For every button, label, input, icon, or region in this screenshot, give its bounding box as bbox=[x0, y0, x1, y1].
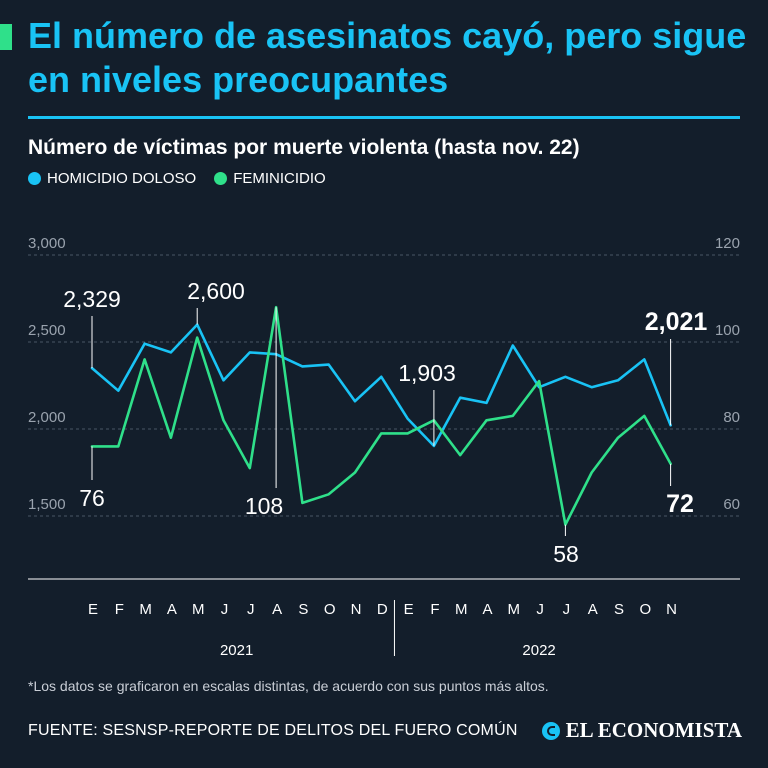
x-tick-label: A bbox=[167, 601, 177, 618]
x-tick-label: M bbox=[508, 601, 521, 618]
y-left-tick-label: 2,500 bbox=[28, 322, 66, 339]
year-label: 2022 bbox=[522, 642, 555, 659]
x-tick-label: O bbox=[639, 601, 651, 618]
data-label: 2,600 bbox=[187, 278, 245, 304]
x-tick-label: M bbox=[139, 601, 152, 618]
title-divider bbox=[28, 116, 740, 119]
y-right-tick-label: 120 bbox=[715, 235, 740, 252]
x-tick-label: N bbox=[351, 601, 362, 618]
data-label: 58 bbox=[553, 541, 579, 567]
x-tick-label: N bbox=[666, 601, 677, 618]
series-line-feminicidio bbox=[90, 305, 672, 527]
x-tick-label: J bbox=[563, 601, 571, 618]
chart-title: El número de asesinatos cayó, pero sigue… bbox=[28, 15, 747, 100]
x-tick-label: S bbox=[298, 601, 308, 618]
data-label: 2,329 bbox=[63, 286, 121, 312]
brand-icon bbox=[541, 721, 560, 740]
series-line-homicidio bbox=[90, 323, 672, 448]
x-tick-label: M bbox=[455, 601, 468, 618]
y-right-tick-label: 100 bbox=[715, 322, 740, 339]
legend: HOMICIDIO DOLOSO FEMINICIDIO bbox=[28, 170, 344, 187]
brand-name: EL ECONOMISTA bbox=[565, 718, 742, 742]
legend-swatch-homicidio bbox=[28, 172, 41, 185]
accent-bar bbox=[0, 24, 12, 50]
year-label: 2021 bbox=[220, 642, 253, 659]
legend-label-feminicidio: FEMINICIDIO bbox=[233, 170, 326, 187]
chart-subtitle: Número de víctimas por muerte violenta (… bbox=[28, 136, 580, 159]
x-tick-label: A bbox=[588, 601, 598, 618]
y-left-tick-label: 2,000 bbox=[28, 409, 66, 426]
data-label: 72 bbox=[666, 490, 694, 518]
legend-item-feminicidio: FEMINICIDIO bbox=[214, 170, 326, 187]
x-tick-label: J bbox=[221, 601, 229, 618]
data-label: 1,903 bbox=[398, 360, 456, 386]
x-tick-label: A bbox=[272, 601, 282, 618]
x-tick-label: J bbox=[536, 601, 544, 618]
scale-note: *Los datos se graficaron en escalas dist… bbox=[28, 678, 549, 694]
x-tick-label: F bbox=[430, 601, 439, 618]
x-tick-label: D bbox=[377, 601, 388, 618]
legend-label-homicidio: HOMICIDIO DOLOSO bbox=[47, 170, 197, 187]
y-left-tick-label: 3,000 bbox=[28, 235, 66, 252]
x-tick-label: M bbox=[192, 601, 205, 618]
x-tick-label: S bbox=[614, 601, 624, 618]
x-tick-label: E bbox=[404, 601, 414, 618]
data-label: 108 bbox=[245, 493, 283, 519]
x-tick-label: J bbox=[247, 601, 255, 618]
legend-item-homicidio: HOMICIDIO DOLOSO bbox=[28, 170, 196, 187]
x-tick-label: O bbox=[324, 601, 336, 618]
y-right-tick-label: 60 bbox=[723, 496, 740, 513]
x-tick-label: F bbox=[115, 601, 124, 618]
data-label: 76 bbox=[79, 485, 105, 511]
y-right-tick-label: 80 bbox=[723, 409, 740, 426]
x-tick-label: E bbox=[88, 601, 98, 618]
x-tick-label: A bbox=[482, 601, 492, 618]
source-credit: FUENTE: SESNSP-REPORTE DE DELITOS DEL FU… bbox=[28, 722, 518, 739]
legend-swatch-feminicidio bbox=[214, 172, 228, 185]
y-left-tick-label: 1,500 bbox=[28, 496, 66, 513]
brand-logo: EL ECONOMISTA bbox=[541, 718, 742, 743]
data-label: 2,021 bbox=[645, 308, 708, 336]
